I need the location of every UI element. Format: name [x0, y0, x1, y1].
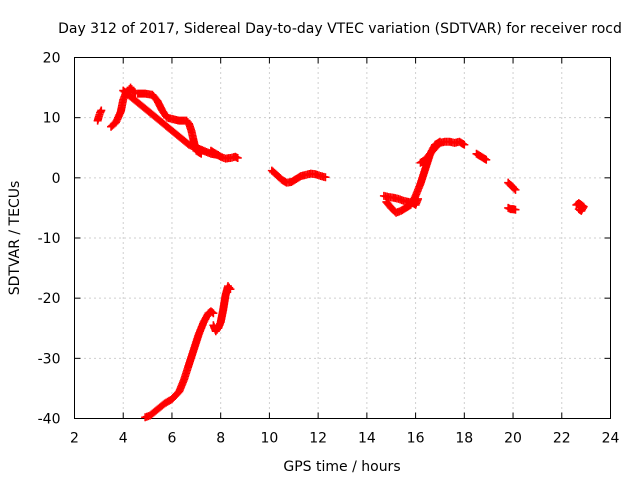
x-tick-label: 8: [216, 431, 225, 447]
x-tick-label: 12: [309, 431, 327, 447]
y-tick-label: -30: [38, 351, 61, 367]
data-point: [510, 184, 519, 193]
data-point: [321, 173, 330, 182]
x-tick-label: 4: [119, 431, 128, 447]
data-point: [130, 88, 139, 97]
y-tick-label: 0: [52, 171, 61, 187]
data-point: [511, 185, 520, 194]
series-track-4: [133, 89, 206, 158]
chart-title: Day 312 of 2017, Sidereal Day-to-day VTE…: [58, 21, 622, 37]
series-track-13: [572, 199, 588, 215]
data-layer: [93, 83, 588, 422]
x-tick-label: 14: [358, 431, 376, 447]
x-tick-label: 18: [455, 431, 473, 447]
y-tick-label: -20: [38, 291, 61, 307]
data-point: [233, 153, 242, 162]
series-track-11: [504, 178, 520, 194]
x-tick-label: 2: [70, 431, 79, 447]
y-tick-label: 10: [43, 111, 61, 127]
grid-layer: [74, 57, 611, 419]
y-tick-label: 20: [43, 51, 61, 67]
x-tick-label: 22: [553, 431, 571, 447]
x-tick-label: 16: [407, 431, 425, 447]
x-tick-label: 24: [602, 431, 620, 447]
series-track-1: [93, 106, 106, 125]
data-point: [225, 283, 234, 292]
series-track-6: [267, 166, 330, 187]
data-point: [208, 308, 217, 317]
data-point: [197, 149, 206, 158]
series-track-10: [472, 149, 491, 164]
x-tick-label: 10: [260, 431, 278, 447]
data-point: [482, 155, 491, 164]
data-point: [576, 206, 585, 215]
series-track-15: [209, 282, 235, 336]
series-track-14: [141, 307, 218, 422]
data-point: [226, 285, 235, 294]
series-track-12: [504, 203, 520, 214]
y-axis-title: SDTVAR / TECUs: [7, 181, 23, 296]
y-tick-label: -40: [38, 412, 61, 428]
x-tick-label: 20: [504, 431, 522, 447]
series-track-3: [119, 86, 223, 159]
series-track-5: [206, 146, 242, 163]
data-point: [209, 309, 218, 318]
series-track-9: [416, 137, 469, 167]
data-point: [511, 205, 520, 214]
data-point: [97, 106, 106, 115]
x-axis-title: GPS time / hours: [283, 459, 400, 475]
data-point: [460, 140, 469, 149]
data-point: [574, 205, 583, 214]
y-tick-label: -10: [38, 231, 61, 247]
x-tick-label: 6: [167, 431, 176, 447]
